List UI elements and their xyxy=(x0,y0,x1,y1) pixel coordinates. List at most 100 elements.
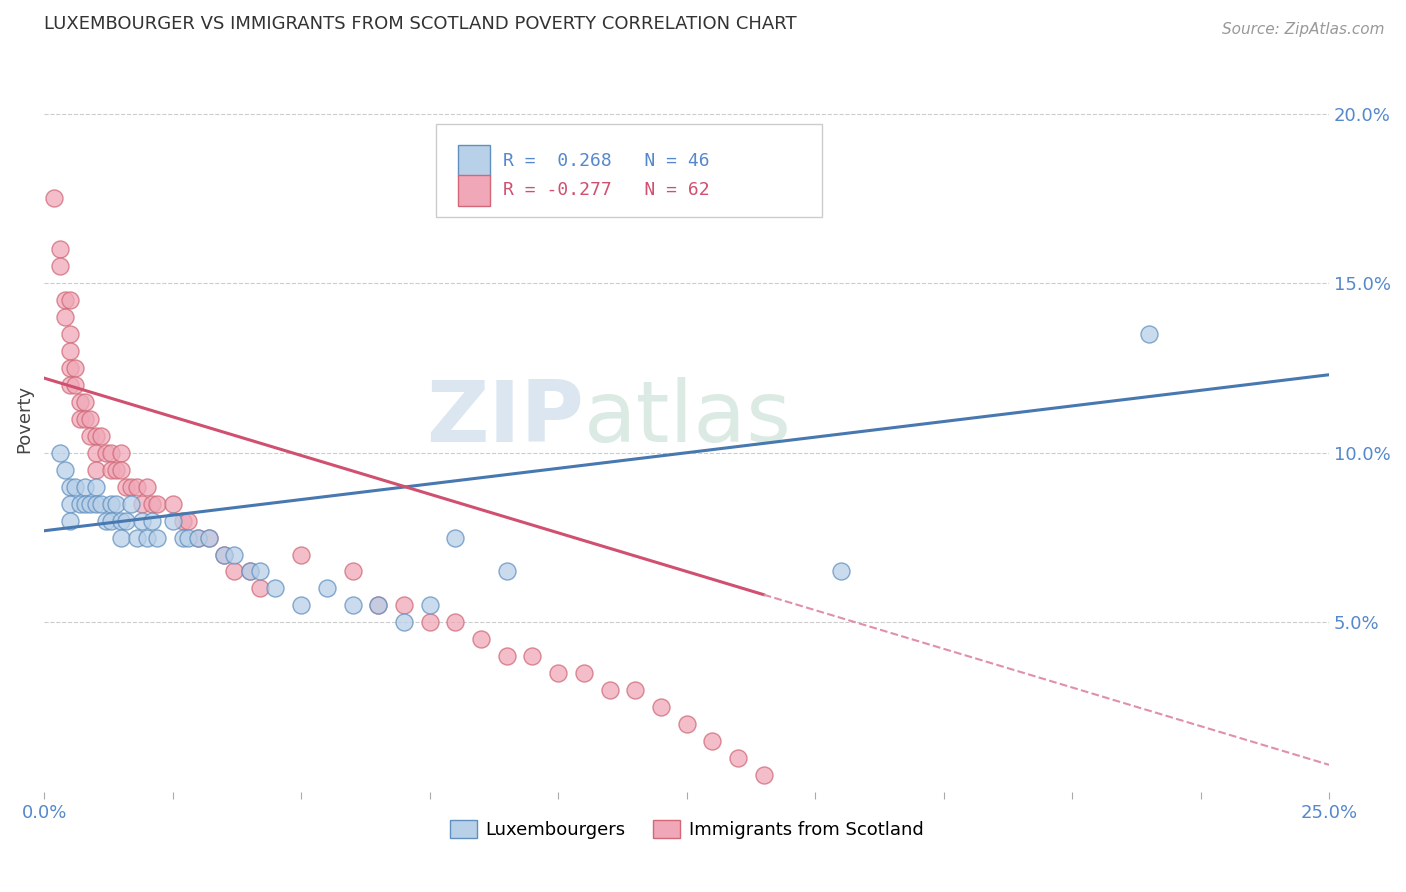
Point xyxy=(444,531,467,545)
Point xyxy=(572,666,595,681)
Point xyxy=(342,565,364,579)
Point xyxy=(48,259,70,273)
Point xyxy=(239,565,262,579)
Point xyxy=(121,480,143,494)
Point xyxy=(392,599,415,613)
Point xyxy=(59,343,82,358)
Point xyxy=(727,751,749,765)
Point xyxy=(624,683,647,698)
Point xyxy=(59,360,82,375)
Point xyxy=(146,531,169,545)
Point xyxy=(84,480,107,494)
Point xyxy=(100,446,122,460)
Point xyxy=(100,497,122,511)
Point xyxy=(63,377,86,392)
Point xyxy=(115,480,138,494)
Point xyxy=(63,360,86,375)
Point xyxy=(392,615,415,630)
Point xyxy=(239,565,262,579)
Point xyxy=(599,683,621,698)
Point xyxy=(69,412,91,426)
Point xyxy=(90,429,112,443)
Point xyxy=(367,599,389,613)
Point xyxy=(162,514,184,528)
Point xyxy=(131,514,153,528)
Point xyxy=(290,548,312,562)
Point xyxy=(53,463,76,477)
Point xyxy=(90,497,112,511)
Point xyxy=(84,429,107,443)
Point xyxy=(59,480,82,494)
Point xyxy=(495,565,517,579)
Point xyxy=(84,446,107,460)
FancyBboxPatch shape xyxy=(458,145,491,177)
Point xyxy=(79,412,101,426)
Point xyxy=(187,531,209,545)
Point xyxy=(59,497,82,511)
Point xyxy=(84,463,107,477)
Point xyxy=(224,548,246,562)
Text: R = -0.277   N = 62: R = -0.277 N = 62 xyxy=(503,181,710,200)
Point xyxy=(75,395,97,409)
Point xyxy=(100,514,122,528)
Point xyxy=(830,565,852,579)
Text: R =  0.268   N = 46: R = 0.268 N = 46 xyxy=(503,152,710,169)
Text: ZIP: ZIP xyxy=(426,377,583,460)
Point xyxy=(177,514,200,528)
Point xyxy=(224,565,246,579)
Point xyxy=(212,548,235,562)
Point xyxy=(59,377,82,392)
FancyBboxPatch shape xyxy=(436,124,821,218)
Point xyxy=(419,599,441,613)
Point xyxy=(197,531,219,545)
Point xyxy=(75,480,97,494)
Point xyxy=(53,310,76,324)
Point xyxy=(110,463,132,477)
Point xyxy=(141,497,163,511)
Point xyxy=(69,395,91,409)
Point xyxy=(105,463,128,477)
Point xyxy=(131,497,153,511)
Point xyxy=(264,582,287,596)
Point xyxy=(48,242,70,256)
Text: Source: ZipAtlas.com: Source: ZipAtlas.com xyxy=(1222,22,1385,37)
Point xyxy=(419,615,441,630)
Point xyxy=(105,497,128,511)
Point xyxy=(1137,326,1160,341)
Point xyxy=(135,531,157,545)
Point xyxy=(547,666,569,681)
Point xyxy=(59,293,82,307)
Point xyxy=(69,497,91,511)
Point xyxy=(115,514,138,528)
Point xyxy=(162,497,184,511)
Point xyxy=(79,497,101,511)
Point xyxy=(75,497,97,511)
Point xyxy=(495,649,517,664)
Point xyxy=(249,582,271,596)
Point xyxy=(84,497,107,511)
Point xyxy=(125,531,148,545)
Point xyxy=(315,582,337,596)
Point xyxy=(367,599,389,613)
Point xyxy=(522,649,544,664)
Point xyxy=(59,326,82,341)
Point xyxy=(702,734,724,748)
Point xyxy=(290,599,312,613)
Point xyxy=(94,514,117,528)
Point xyxy=(110,531,132,545)
Legend: Luxembourgers, Immigrants from Scotland: Luxembourgers, Immigrants from Scotland xyxy=(443,813,931,847)
Point xyxy=(650,700,672,714)
Point xyxy=(342,599,364,613)
Text: LUXEMBOURGER VS IMMIGRANTS FROM SCOTLAND POVERTY CORRELATION CHART: LUXEMBOURGER VS IMMIGRANTS FROM SCOTLAND… xyxy=(44,15,797,33)
Point xyxy=(146,497,169,511)
Point xyxy=(59,514,82,528)
Point xyxy=(53,293,76,307)
Point xyxy=(212,548,235,562)
Point xyxy=(172,531,194,545)
Y-axis label: Poverty: Poverty xyxy=(15,384,32,453)
Point xyxy=(125,480,148,494)
FancyBboxPatch shape xyxy=(458,175,491,206)
Point xyxy=(94,446,117,460)
Point xyxy=(197,531,219,545)
Text: atlas: atlas xyxy=(583,377,792,460)
